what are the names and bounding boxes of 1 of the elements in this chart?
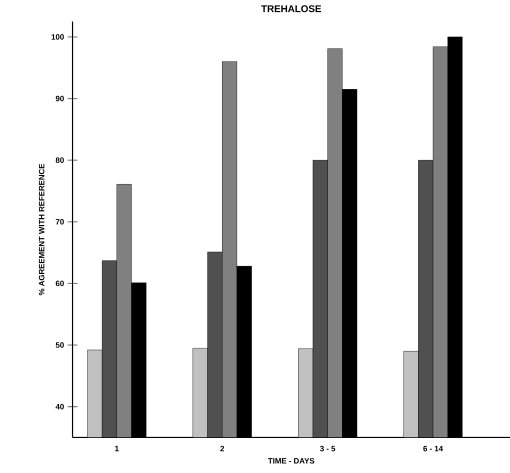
chart-title: TREHALOSE [261, 5, 322, 12]
